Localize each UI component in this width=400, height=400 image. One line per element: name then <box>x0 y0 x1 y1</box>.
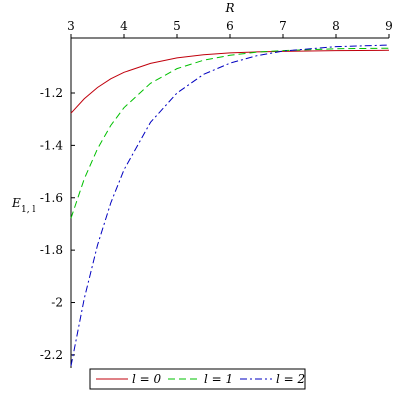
y-tick-label: -2.2 <box>40 348 63 362</box>
x-tick-label: 7 <box>279 19 287 33</box>
x-tick-label: 4 <box>120 19 128 33</box>
series-line <box>70 49 390 114</box>
series-line <box>70 47 390 219</box>
legend-label: l = 0 <box>132 372 162 386</box>
x-axis-label: R <box>224 1 234 15</box>
y-axis-label: E <box>11 196 21 210</box>
legend-box <box>89 368 306 390</box>
x-tick-label: 9 <box>385 19 393 33</box>
y-axis-label-subscript: 1, l <box>21 205 35 215</box>
x-tick-label: 6 <box>226 19 234 33</box>
y-tick-label: -1.8 <box>40 243 63 257</box>
y-tick-label: -1.2 <box>40 86 63 100</box>
series-line <box>70 44 390 367</box>
x-tick-label: 8 <box>332 19 340 33</box>
legend-label: l = 2 <box>276 372 305 386</box>
x-tick-label: 3 <box>67 19 75 33</box>
y-tick-label: -1.6 <box>40 191 63 205</box>
y-tick-label: -2 <box>51 296 63 310</box>
y-tick-label: -1.4 <box>40 138 64 152</box>
legend-label: l = 1 <box>204 372 233 386</box>
x-tick-label: 5 <box>173 19 181 33</box>
